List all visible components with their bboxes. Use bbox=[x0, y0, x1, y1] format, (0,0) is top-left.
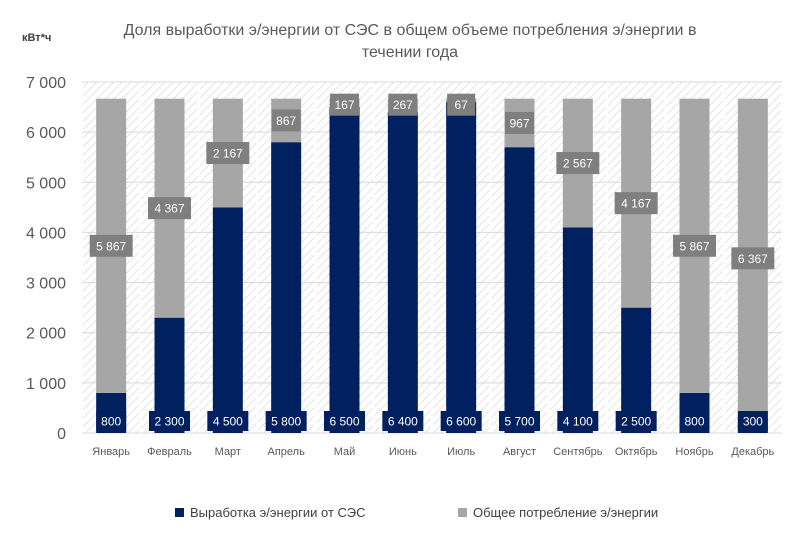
data-label-consumption: 2 167 bbox=[213, 147, 243, 161]
data-label-box bbox=[679, 411, 710, 431]
x-tick-label: Май bbox=[334, 446, 356, 458]
x-tick-label: Сентябрь bbox=[553, 446, 603, 458]
data-label-box bbox=[89, 234, 133, 257]
bar-production[interactable] bbox=[271, 142, 302, 433]
data-label-consumption: 4 367 bbox=[154, 202, 184, 216]
x-tick-label: Октябрь bbox=[615, 446, 658, 458]
x-tick-label: Июнь bbox=[389, 446, 417, 458]
data-label-production: 6 500 bbox=[329, 415, 359, 429]
legend-item-consumption[interactable]: Общее потребление э/энергии bbox=[458, 505, 658, 520]
data-label-production: 800 bbox=[101, 415, 121, 429]
data-label-box bbox=[324, 411, 365, 431]
data-label-consumption: 267 bbox=[393, 98, 413, 112]
bar-production[interactable] bbox=[387, 112, 418, 433]
x-tick-label: Январь bbox=[92, 446, 130, 458]
unit-label: кВт*ч bbox=[22, 32, 52, 44]
data-label-consumption: 67 bbox=[454, 98, 468, 112]
bar-production[interactable] bbox=[504, 147, 535, 433]
data-label-box bbox=[206, 142, 250, 165]
data-label-production: 6 400 bbox=[388, 415, 418, 429]
legend: Выработка э/энергии от СЭС Общее потребл… bbox=[0, 505, 800, 525]
legend-label-consumption: Общее потребление э/энергии bbox=[473, 505, 659, 520]
data-label-box bbox=[673, 234, 716, 257]
y-tick-label: 1 000 bbox=[26, 376, 66, 393]
data-label-consumption: 867 bbox=[276, 114, 296, 128]
data-label-box bbox=[271, 109, 301, 132]
y-tick-label: 2 000 bbox=[26, 326, 66, 343]
data-label-production: 800 bbox=[684, 415, 704, 429]
data-label-box bbox=[556, 152, 600, 175]
x-tick-label: Декабрь bbox=[731, 446, 774, 458]
data-label-consumption: 5 867 bbox=[96, 239, 126, 253]
data-label-box bbox=[499, 411, 540, 431]
data-label-production: 4 500 bbox=[213, 415, 243, 429]
data-label-box bbox=[148, 197, 191, 220]
data-label-production: 6 600 bbox=[446, 415, 476, 429]
data-label-box bbox=[615, 411, 657, 431]
data-label-production: 4 100 bbox=[563, 415, 593, 429]
bar-production[interactable] bbox=[562, 227, 593, 433]
y-tick-label: 3 000 bbox=[26, 276, 66, 293]
data-label-consumption: 5 867 bbox=[679, 239, 709, 253]
data-label-box bbox=[737, 411, 768, 431]
data-label-production: 2 300 bbox=[154, 415, 184, 429]
data-label-box bbox=[440, 411, 482, 431]
data-label-production: 5 800 bbox=[271, 415, 301, 429]
x-tick-label: Ноябрь bbox=[675, 446, 713, 458]
legend-swatch-consumption bbox=[458, 508, 467, 517]
chart-title: Доля выработки э/энергии от СЭС в общем … bbox=[123, 22, 697, 61]
data-label-production: 300 bbox=[743, 415, 763, 429]
data-label-consumption: 167 bbox=[334, 98, 354, 112]
data-label-box bbox=[149, 411, 190, 431]
data-label-consumption: 2 567 bbox=[563, 157, 593, 171]
y-tick-label: 7 000 bbox=[26, 75, 66, 92]
y-tick-label: 4 000 bbox=[26, 225, 66, 242]
x-tick-label: Март bbox=[215, 446, 241, 458]
data-label-box bbox=[557, 411, 599, 431]
data-label-production: 5 700 bbox=[504, 415, 534, 429]
legend-swatch-production bbox=[175, 508, 184, 517]
bar-production[interactable] bbox=[329, 107, 360, 434]
bar-production[interactable] bbox=[212, 207, 243, 433]
data-label-box bbox=[96, 411, 127, 431]
x-tick-label: Июль bbox=[447, 446, 475, 458]
data-label-box bbox=[447, 93, 476, 116]
data-label-box bbox=[265, 411, 307, 431]
data-label-box bbox=[505, 111, 534, 134]
bar-production[interactable] bbox=[446, 102, 477, 434]
data-label-box bbox=[731, 247, 775, 270]
legend-item-production[interactable]: Выработка э/энергии от СЭС bbox=[175, 505, 366, 520]
data-label-production: 2 500 bbox=[621, 415, 651, 429]
data-label-consumption: 6 367 bbox=[738, 252, 768, 266]
legend-label-production: Выработка э/энергии от СЭС bbox=[190, 505, 366, 520]
data-label-box bbox=[382, 411, 424, 431]
y-tick-label: 5 000 bbox=[26, 175, 66, 192]
data-label-box bbox=[388, 93, 418, 116]
data-label-box bbox=[330, 93, 359, 116]
data-label-consumption: 4 167 bbox=[621, 197, 651, 211]
data-label-consumption: 967 bbox=[509, 116, 529, 130]
data-label-box bbox=[207, 411, 249, 431]
data-label-box bbox=[614, 192, 658, 215]
x-tick-label: Февраль bbox=[147, 446, 192, 458]
x-tick-label: Апрель bbox=[268, 446, 306, 458]
y-tick-label: 0 bbox=[57, 426, 66, 443]
x-tick-label: Август bbox=[503, 446, 536, 458]
y-tick-label: 6 000 bbox=[26, 125, 66, 142]
